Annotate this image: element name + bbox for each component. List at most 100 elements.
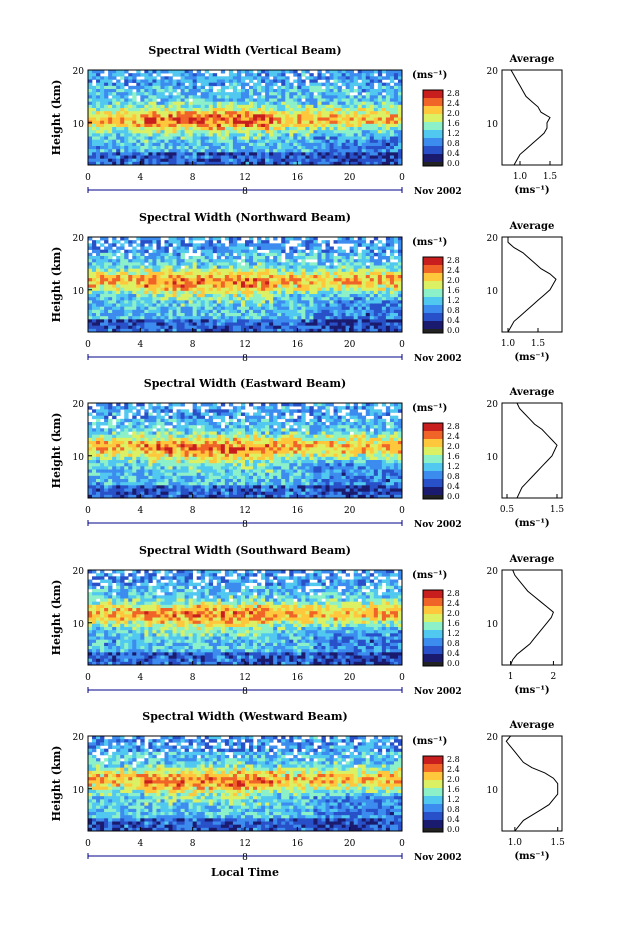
heatmap-cell bbox=[397, 76, 403, 80]
colorbar-nodata bbox=[423, 162, 443, 166]
heatmap-cell bbox=[293, 142, 298, 147]
heatmap-cell bbox=[273, 139, 278, 144]
heatmap-cell bbox=[188, 325, 193, 330]
heatmap-cell bbox=[309, 237, 314, 241]
heatmap-cell bbox=[168, 287, 173, 292]
heatmap-cell bbox=[140, 422, 145, 426]
heatmap-cell bbox=[381, 111, 387, 115]
heatmap-cell bbox=[265, 316, 270, 320]
heatmap-cell bbox=[373, 158, 379, 163]
heatmap-cell bbox=[216, 127, 222, 131]
heatmap-cell bbox=[120, 73, 125, 77]
heatmap-cell bbox=[168, 85, 173, 90]
heatmap-cell bbox=[337, 297, 342, 301]
heatmap-cell bbox=[92, 278, 97, 282]
heatmap-cell bbox=[265, 281, 270, 285]
heatmap-cell bbox=[329, 152, 334, 156]
heatmap-cell bbox=[188, 111, 193, 115]
heatmap-cell bbox=[188, 313, 193, 317]
heatmap-cell bbox=[397, 161, 403, 166]
heatmap-cell bbox=[293, 325, 298, 330]
heatmap-cell bbox=[397, 306, 403, 311]
heatmap-cell bbox=[373, 101, 379, 106]
heatmap-cell bbox=[365, 309, 371, 314]
heatmap-cell bbox=[116, 482, 121, 486]
heatmap-cell bbox=[321, 158, 326, 163]
heatmap-cell bbox=[140, 246, 145, 250]
heatmap-cell bbox=[341, 252, 346, 257]
heatmap-cell bbox=[325, 309, 330, 314]
heatmap-cell bbox=[325, 104, 330, 109]
heatmap-cell bbox=[313, 79, 318, 83]
heatmap-cell bbox=[385, 319, 391, 323]
heatmap-cell bbox=[196, 309, 202, 314]
heatmap-cell bbox=[321, 161, 326, 166]
heatmap-cell bbox=[269, 158, 274, 163]
heatmap-cell bbox=[184, 271, 189, 276]
heatmap-cell bbox=[220, 252, 226, 257]
heatmap-cell bbox=[253, 117, 258, 121]
heatmap-cell bbox=[329, 82, 334, 87]
heatmap-cell bbox=[100, 82, 105, 87]
heatmap-cell bbox=[245, 136, 250, 140]
heatmap-cell bbox=[253, 133, 258, 137]
heatmap-cell bbox=[325, 275, 330, 279]
heatmap-cell bbox=[212, 127, 218, 131]
heatmap-cell bbox=[200, 265, 206, 269]
heatmap-cell bbox=[357, 294, 363, 298]
heatmap-cell bbox=[333, 120, 338, 125]
heatmap-cell bbox=[381, 139, 387, 144]
heatmap-cell bbox=[365, 85, 371, 90]
heatmap-cell bbox=[253, 104, 258, 109]
heatmap-cell bbox=[100, 117, 105, 121]
heatmap-cell bbox=[212, 136, 218, 140]
heatmap-cell bbox=[353, 133, 359, 137]
heatmap-cell bbox=[176, 259, 181, 263]
heatmap-cell bbox=[120, 453, 125, 458]
heatmap-cell bbox=[128, 114, 133, 118]
heatmap-cell bbox=[273, 325, 278, 330]
heatmap-cell bbox=[297, 104, 302, 109]
heatmap-cell bbox=[357, 309, 363, 314]
heatmap-cell bbox=[108, 325, 113, 330]
heatmap-cell bbox=[128, 434, 133, 439]
heatmap-cell bbox=[345, 268, 350, 273]
heatmap-cell bbox=[341, 287, 346, 292]
heatmap-cell bbox=[253, 297, 258, 301]
heatmap-cell bbox=[92, 488, 97, 492]
heatmap-cell bbox=[333, 127, 338, 131]
heatmap-cell bbox=[128, 491, 133, 496]
heatmap-cell bbox=[172, 73, 177, 77]
heatmap-cell bbox=[216, 252, 222, 257]
heatmap-cell bbox=[273, 306, 278, 311]
heatmap-cell bbox=[261, 155, 266, 159]
heatmap-cell bbox=[212, 104, 218, 109]
heatmap-cell bbox=[261, 101, 266, 106]
heatmap-cell bbox=[168, 139, 173, 144]
heatmap-cell bbox=[128, 155, 133, 159]
heatmap-cell bbox=[369, 325, 375, 330]
heatmap-cell bbox=[204, 130, 210, 134]
heatmap-cell bbox=[116, 425, 121, 429]
heatmap-cell bbox=[249, 92, 254, 96]
heatmap-cell bbox=[397, 152, 403, 156]
heatmap-cell bbox=[365, 256, 371, 260]
heatmap-cell bbox=[140, 92, 145, 96]
heatmap-cell bbox=[132, 428, 137, 432]
heatmap-cell bbox=[249, 249, 254, 254]
heatmap-cell bbox=[329, 73, 334, 77]
heatmap-cell bbox=[333, 133, 338, 137]
heatmap-cell bbox=[116, 444, 121, 448]
heatmap-cell bbox=[104, 252, 109, 257]
heatmap-cell bbox=[204, 89, 210, 93]
heatmap-cell bbox=[88, 262, 93, 266]
heatmap-cell bbox=[325, 108, 330, 112]
heatmap-cell bbox=[112, 243, 117, 247]
heatmap-cell bbox=[289, 130, 294, 134]
heatmap-cell bbox=[361, 319, 367, 323]
heatmap-cell bbox=[112, 412, 117, 416]
heatmap-cell bbox=[208, 259, 214, 263]
heatmap-cell bbox=[148, 300, 153, 304]
heatmap-cell bbox=[188, 303, 193, 307]
heatmap-cell bbox=[297, 123, 302, 128]
